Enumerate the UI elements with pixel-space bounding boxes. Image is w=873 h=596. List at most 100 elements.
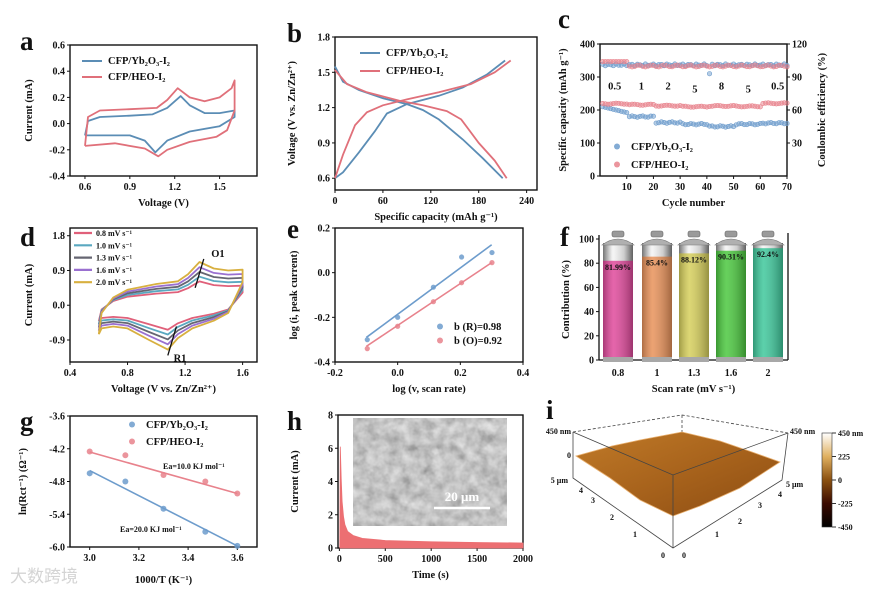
peak-label-r1: R1 bbox=[174, 353, 187, 364]
y-axis-label: Current (mA) bbox=[290, 450, 301, 513]
discharge-curve-line bbox=[334, 65, 504, 179]
rate-label: 0.5 bbox=[608, 82, 621, 93]
battery-terminal bbox=[724, 230, 738, 238]
battery-base bbox=[679, 357, 709, 362]
legend-label: CFP/HEO-I₂ bbox=[108, 72, 165, 83]
data-point bbox=[122, 452, 129, 459]
watermark: 大数跨境 bbox=[10, 567, 78, 587]
y-tick-label: 1.2 bbox=[318, 103, 331, 114]
y-tick-label: 60 bbox=[584, 283, 594, 294]
y-tick-label: 0.2 bbox=[53, 93, 66, 104]
y-tick-label: 400 bbox=[580, 40, 595, 51]
y-tick-label: -0.2 bbox=[49, 145, 65, 156]
rate-label: 8 bbox=[719, 82, 724, 93]
y-tick-label: 0.2 bbox=[318, 224, 331, 235]
y2-tick-label: 60 bbox=[792, 106, 802, 117]
legend-label: b (O)=0.92 bbox=[454, 336, 502, 347]
data-point bbox=[395, 314, 401, 320]
cv-curve-line bbox=[97, 261, 244, 351]
x-tick-label: 180 bbox=[471, 196, 486, 207]
discharge-curve-line bbox=[334, 69, 508, 179]
legend-label: 1.3 mV s⁻¹ bbox=[96, 254, 133, 263]
y-tick-label: 0.0 bbox=[53, 301, 66, 312]
panel-h-chronoamperometry: h 0 500 1000 1500 2000 0 2 4 6 8 Time (s) Current (m… bbox=[287, 406, 533, 581]
x-axis-label: log (v, scan rate) bbox=[392, 384, 466, 395]
panel-label-i: i bbox=[546, 395, 554, 425]
legend-label: CFP/HEO-I₂ bbox=[386, 66, 443, 77]
bar-value-label: 81.99% bbox=[605, 263, 631, 272]
legend-label: CFP/Yb₂O₃-I₂ bbox=[386, 48, 448, 59]
y-tick-label: 0.4 bbox=[53, 67, 66, 78]
x-tick-label: 2 bbox=[766, 368, 771, 379]
data-point bbox=[430, 284, 436, 290]
y-axis-label: log (i, peak current) bbox=[289, 250, 300, 340]
colorbar-tick-label: -225 bbox=[838, 500, 853, 509]
fit-line bbox=[365, 244, 493, 339]
z-axis-max-label: 450 nm bbox=[546, 427, 571, 436]
y-tick-label: -6.0 bbox=[49, 543, 65, 554]
battery-bar: 88.12% bbox=[677, 230, 711, 362]
reduction-peak-arrow bbox=[167, 326, 178, 356]
y-tick-label: 80 bbox=[584, 259, 594, 270]
panel-label-b: b bbox=[287, 18, 302, 48]
battery-shading bbox=[753, 243, 783, 360]
y-tick-label: 200 bbox=[580, 106, 595, 117]
x-tick-label: 1.5 bbox=[213, 182, 226, 193]
data-point bbox=[234, 490, 241, 497]
data-point bbox=[458, 280, 465, 286]
left-axis-tick: 5 μm bbox=[551, 476, 569, 485]
x-tick-label: 50 bbox=[729, 182, 739, 193]
x-tick-label: 500 bbox=[378, 554, 393, 565]
y-tick-label: 0 bbox=[328, 544, 333, 555]
x-tick-label: 10 bbox=[622, 182, 632, 193]
y-tick-label: 0.0 bbox=[53, 119, 66, 130]
panel-label-d: d bbox=[20, 222, 35, 252]
current-area bbox=[339, 446, 524, 549]
y-tick-label: 0 bbox=[589, 356, 594, 367]
capacity-point-yb2o3 bbox=[784, 120, 790, 126]
y-tick-label: -3.6 bbox=[49, 412, 65, 423]
data-point bbox=[395, 323, 401, 329]
data-point bbox=[122, 478, 129, 485]
y-tick-label: 20 bbox=[584, 331, 594, 342]
legend-label: 2.0 mV s⁻¹ bbox=[96, 278, 133, 287]
x-tick-label: 1.2 bbox=[168, 182, 181, 193]
battery-shading bbox=[642, 243, 672, 360]
battery-base bbox=[716, 357, 746, 362]
battery-base bbox=[753, 357, 783, 362]
x-axis-label: Scan rate (mV s⁻¹) bbox=[652, 384, 736, 395]
x-tick-label: 1000 bbox=[421, 554, 441, 565]
y-tick-label: 0.9 bbox=[53, 266, 66, 277]
colorbar-tick-label: -450 bbox=[838, 523, 853, 532]
x-axis-label: Cycle number bbox=[662, 198, 726, 209]
x-tick-label: 3.6 bbox=[231, 553, 244, 564]
cv-curve-line bbox=[84, 95, 236, 154]
rate-label: 2 bbox=[665, 82, 670, 93]
panel-g-arrhenius: g 3.0 3.2 3.4 3.6 -6.0 -5.4 -4.8 -4.2 -3.6 1000/T … bbox=[10, 406, 258, 587]
activation-energy-heo: Ea=10.0 KJ mol⁻¹ bbox=[163, 462, 225, 471]
y-tick-label: 4 bbox=[328, 477, 333, 488]
rate-label: 0.5 bbox=[771, 82, 784, 93]
afm-surface bbox=[575, 431, 781, 517]
activation-energy-yb2o3: Ea=20.0 KJ mol⁻¹ bbox=[120, 525, 182, 534]
battery-shading bbox=[603, 243, 633, 360]
x-tick-label: 1500 bbox=[467, 554, 487, 565]
y-tick-label: 1.8 bbox=[53, 231, 66, 242]
y2-tick-label: 120 bbox=[792, 40, 807, 51]
x-tick-label: 70 bbox=[782, 182, 792, 193]
x-tick-label: 60 bbox=[755, 182, 765, 193]
ce-point-yb2o3 bbox=[707, 71, 713, 77]
ce-point-heo bbox=[624, 59, 630, 65]
panel-d-cv-scan-rates: d 0.4 0.8 1.2 1.6 -0.9 0.0 0.9 1.8 Voltage (V vs.… bbox=[20, 222, 258, 395]
panel-label-a: a bbox=[20, 26, 34, 56]
battery-shading bbox=[716, 243, 746, 360]
legend-marker bbox=[614, 143, 620, 150]
y-tick-label: -4.2 bbox=[49, 444, 65, 455]
x-tick-label: 60 bbox=[378, 196, 388, 207]
legend-label: 1.6 mV s⁻¹ bbox=[96, 266, 133, 275]
y2-tick-label: 90 bbox=[792, 73, 802, 84]
data-point bbox=[364, 337, 370, 343]
charge-curve-line bbox=[334, 59, 512, 179]
x-tick-label: 1.6 bbox=[236, 368, 249, 379]
